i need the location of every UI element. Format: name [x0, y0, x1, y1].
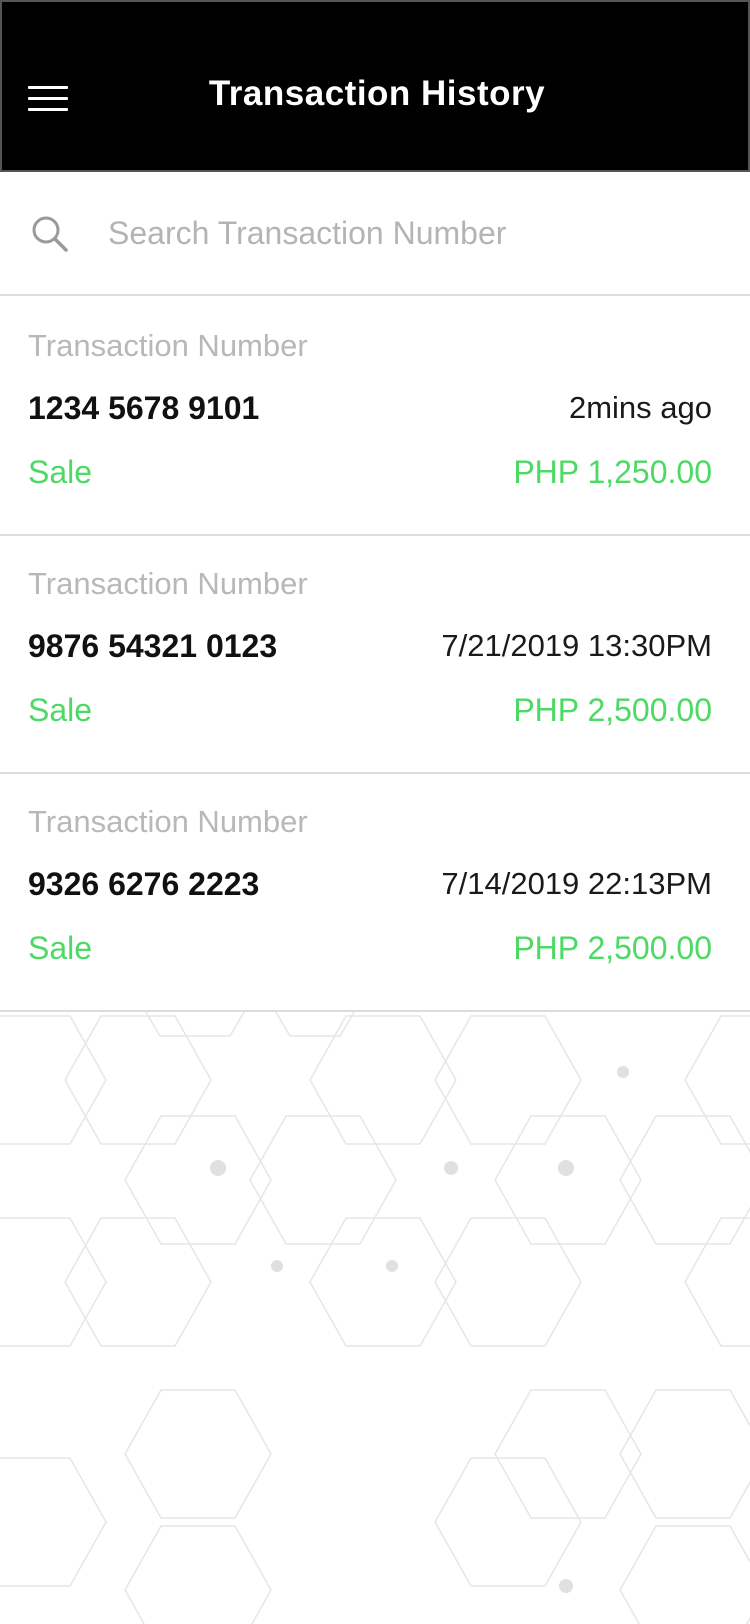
transaction-item[interactable]: Transaction Number 1234 5678 9101 2mins …	[0, 298, 750, 536]
transaction-item[interactable]: Transaction Number 9326 6276 2223 7/14/2…	[0, 774, 750, 1012]
menu-line	[28, 86, 68, 89]
search-bar	[0, 172, 750, 296]
hamburger-menu-icon[interactable]	[28, 82, 72, 116]
transaction-item[interactable]: Transaction Number 9876 54321 0123 7/21/…	[0, 536, 750, 774]
transaction-time: 7/21/2019 13:30PM	[441, 628, 712, 663]
transaction-number-label: Transaction Number	[28, 328, 308, 363]
menu-line	[28, 108, 68, 111]
hexagon-background-pattern	[0, 1012, 750, 1624]
transaction-amount: PHP 2,500.00	[513, 930, 712, 966]
page-title: Transaction History	[208, 74, 546, 113]
transaction-list: Transaction Number 1234 5678 9101 2mins …	[0, 298, 750, 1012]
transaction-number-label: Transaction Number	[28, 804, 308, 839]
transaction-number: 1234 5678 9101	[28, 390, 260, 426]
menu-line	[28, 97, 68, 100]
transaction-type: Sale	[28, 454, 93, 490]
search-input[interactable]	[106, 202, 710, 264]
search-icon	[32, 216, 68, 252]
transaction-time: 7/14/2019 22:13PM	[441, 866, 712, 901]
transaction-amount: PHP 1,250.00	[513, 454, 712, 490]
transaction-amount: PHP 2,500.00	[513, 692, 712, 728]
transaction-number-label: Transaction Number	[28, 566, 308, 601]
app-header: Transaction History	[0, 0, 750, 172]
transaction-type: Sale	[28, 692, 93, 728]
transaction-time: 2mins ago	[568, 390, 712, 425]
transaction-number: 9326 6276 2223	[28, 866, 260, 902]
transaction-number: 9876 54321 0123	[28, 628, 278, 664]
transaction-type: Sale	[28, 930, 93, 966]
